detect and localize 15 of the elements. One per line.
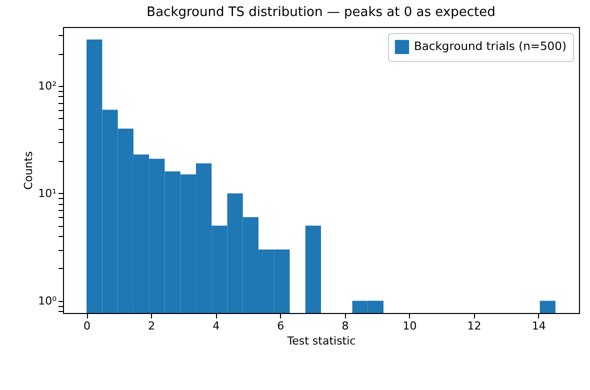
x-tick-label: 6 xyxy=(277,320,284,332)
x-tick-label: 10 xyxy=(402,320,417,332)
y-tick-label: 10⁰ xyxy=(38,294,58,308)
y-axis-title: Counts xyxy=(22,151,36,190)
x-tick-label: 4 xyxy=(212,320,220,332)
x-tick-label: 8 xyxy=(342,320,349,332)
legend-label: Background trials (n=500) xyxy=(414,39,566,53)
x-axis-title: Test statistic xyxy=(286,334,356,348)
x-tick-label: 14 xyxy=(532,320,546,332)
x-tick-label: 0 xyxy=(84,320,91,332)
y-tick-label: 10² xyxy=(38,79,56,92)
y-tick-label: 10¹ xyxy=(38,186,56,200)
x-tick-label: 12 xyxy=(467,320,482,332)
chart-title: Background TS distribution — peaks at 0 as expected xyxy=(146,5,496,20)
x-tick-label: 2 xyxy=(148,320,156,332)
